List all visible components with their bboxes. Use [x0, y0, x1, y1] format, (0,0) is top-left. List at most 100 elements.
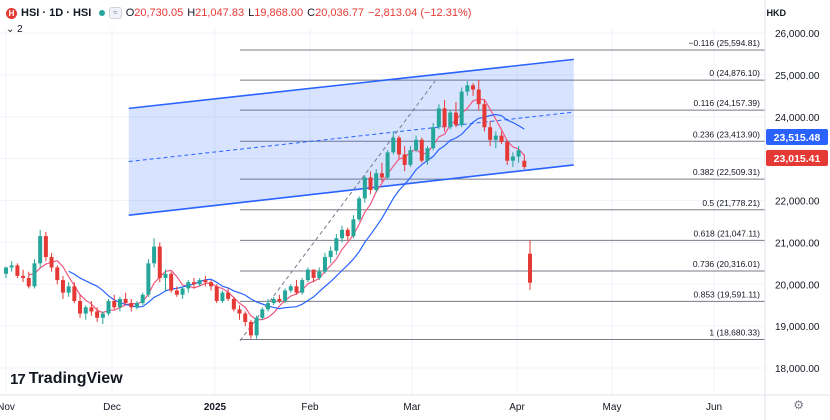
candle-body: [334, 238, 339, 251]
price-tick-label: 25,000.00: [775, 71, 820, 82]
candle-body: [385, 152, 390, 178]
ohlc-close: C20,036.77: [307, 7, 365, 19]
channel-upper-line: [128, 58, 574, 110]
fib-level-label: 0.116 (24,157.39): [694, 98, 761, 108]
candle-body: [209, 282, 214, 287]
time-tick-label: May: [603, 402, 622, 413]
tradingview-logo[interactable]: 17 TradingView: [10, 370, 123, 388]
candle-body: [174, 290, 179, 295]
price-tag: [766, 129, 828, 146]
candles: [4, 80, 532, 339]
grid: [0, 28, 765, 395]
candle-body: [340, 229, 345, 239]
candle-body: [471, 85, 476, 90]
symbol-title[interactable]: HSI · 1D · HSI: [21, 7, 92, 19]
candle-body: [157, 246, 162, 278]
candle-body: [203, 280, 208, 283]
fib-level-label: 0.382 (22,509.31): [693, 167, 760, 177]
candle-body: [419, 139, 424, 161]
candle-body: [146, 263, 151, 295]
candle-body: [100, 313, 105, 318]
candle-body: [402, 154, 407, 165]
candle-body: [15, 265, 20, 276]
ohlc-high: H21,047.83: [187, 7, 245, 19]
candle-body: [186, 282, 191, 289]
candle-body: [220, 292, 225, 301]
candle-body: [197, 280, 202, 285]
candle-body: [362, 177, 367, 199]
currency-label: HKD: [766, 8, 787, 18]
candle-body: [425, 148, 430, 161]
channel-fill: [128, 59, 574, 216]
candle-body: [271, 298, 276, 304]
price-tick-label: 26,000.00: [775, 29, 820, 40]
channel-lower-line: [128, 164, 574, 216]
candle-body: [43, 236, 48, 258]
candle-body: [294, 286, 299, 293]
candle-body: [135, 303, 139, 308]
candle-body: [436, 108, 441, 128]
candle-body: [431, 127, 436, 149]
candle-body: [442, 108, 447, 128]
symbol-header: H HSI · 1D · HSI ≈ O20,730.05 H21,047.83…: [6, 5, 471, 21]
price-tick-label: 18,000.00: [775, 364, 820, 375]
candle-body: [169, 273, 174, 291]
candle-body: [322, 257, 327, 272]
time-tick-label: Feb: [301, 402, 319, 413]
moving-averages: [28, 98, 525, 321]
ohlc-open: O20,730.05: [125, 7, 184, 19]
candle-body: [397, 137, 401, 155]
candle-body: [317, 271, 322, 278]
price-tick-label: 21,000.00: [775, 238, 820, 249]
candle-body: [391, 137, 396, 153]
candle-body: [140, 294, 145, 304]
candle-body: [374, 173, 379, 191]
fib-level-label: 0 (24,876.10): [709, 68, 760, 78]
candle-body: [38, 236, 43, 264]
candle-body: [476, 89, 481, 105]
candle-body: [459, 91, 464, 126]
ohlc-low: L19,868.00: [248, 7, 304, 19]
candle-body: [305, 269, 310, 281]
chevron-down-icon: ⌄: [6, 24, 15, 35]
indicators-toggle[interactable]: ⌄ 2: [6, 24, 23, 35]
candle-body: [72, 286, 77, 301]
candle-body: [408, 150, 413, 165]
candle-body: [328, 250, 333, 258]
time-tick-label: 2025: [204, 402, 227, 413]
time-tick-label: Nov: [0, 402, 15, 413]
candle-body: [482, 104, 487, 128]
candle-body: [260, 309, 265, 318]
time-tick-label: Apr: [509, 402, 525, 413]
candle-body: [499, 135, 504, 142]
candle-body: [453, 112, 458, 126]
fib-level-label: −0.116 (25,594.81): [689, 38, 761, 48]
gear-icon[interactable]: ⚙: [793, 398, 804, 412]
compare-icon[interactable]: ≈: [109, 7, 122, 19]
candle-body: [368, 177, 373, 191]
candle-body: [112, 301, 117, 308]
candle-body: [357, 198, 362, 220]
candle-body: [283, 290, 288, 301]
candle-body: [528, 253, 532, 283]
candle-body: [117, 298, 122, 308]
candle-body: [522, 160, 527, 167]
candle-body: [254, 317, 259, 336]
tv-logo-icon: 17: [10, 370, 26, 388]
candle-body: [277, 298, 282, 301]
candle-body: [89, 307, 94, 312]
time-axis: Nov Dec 2025 Feb Mar Apr May Jun: [0, 394, 830, 413]
fib-level-label: 1 (18,680.33): [709, 328, 760, 338]
candle-body: [49, 257, 54, 268]
ma-slow-line: [68, 113, 525, 310]
price-tick-label: 20,000.00: [775, 280, 820, 291]
price-tag: [766, 149, 828, 166]
candle-body: [300, 280, 305, 293]
candle-body: [163, 273, 168, 278]
candle-body: [9, 265, 14, 268]
candle-body: [83, 307, 88, 314]
price-tick-label: 19,000.00: [775, 322, 820, 333]
price-tick-label: 24,000.00: [775, 113, 820, 124]
candle-body: [152, 246, 157, 264]
